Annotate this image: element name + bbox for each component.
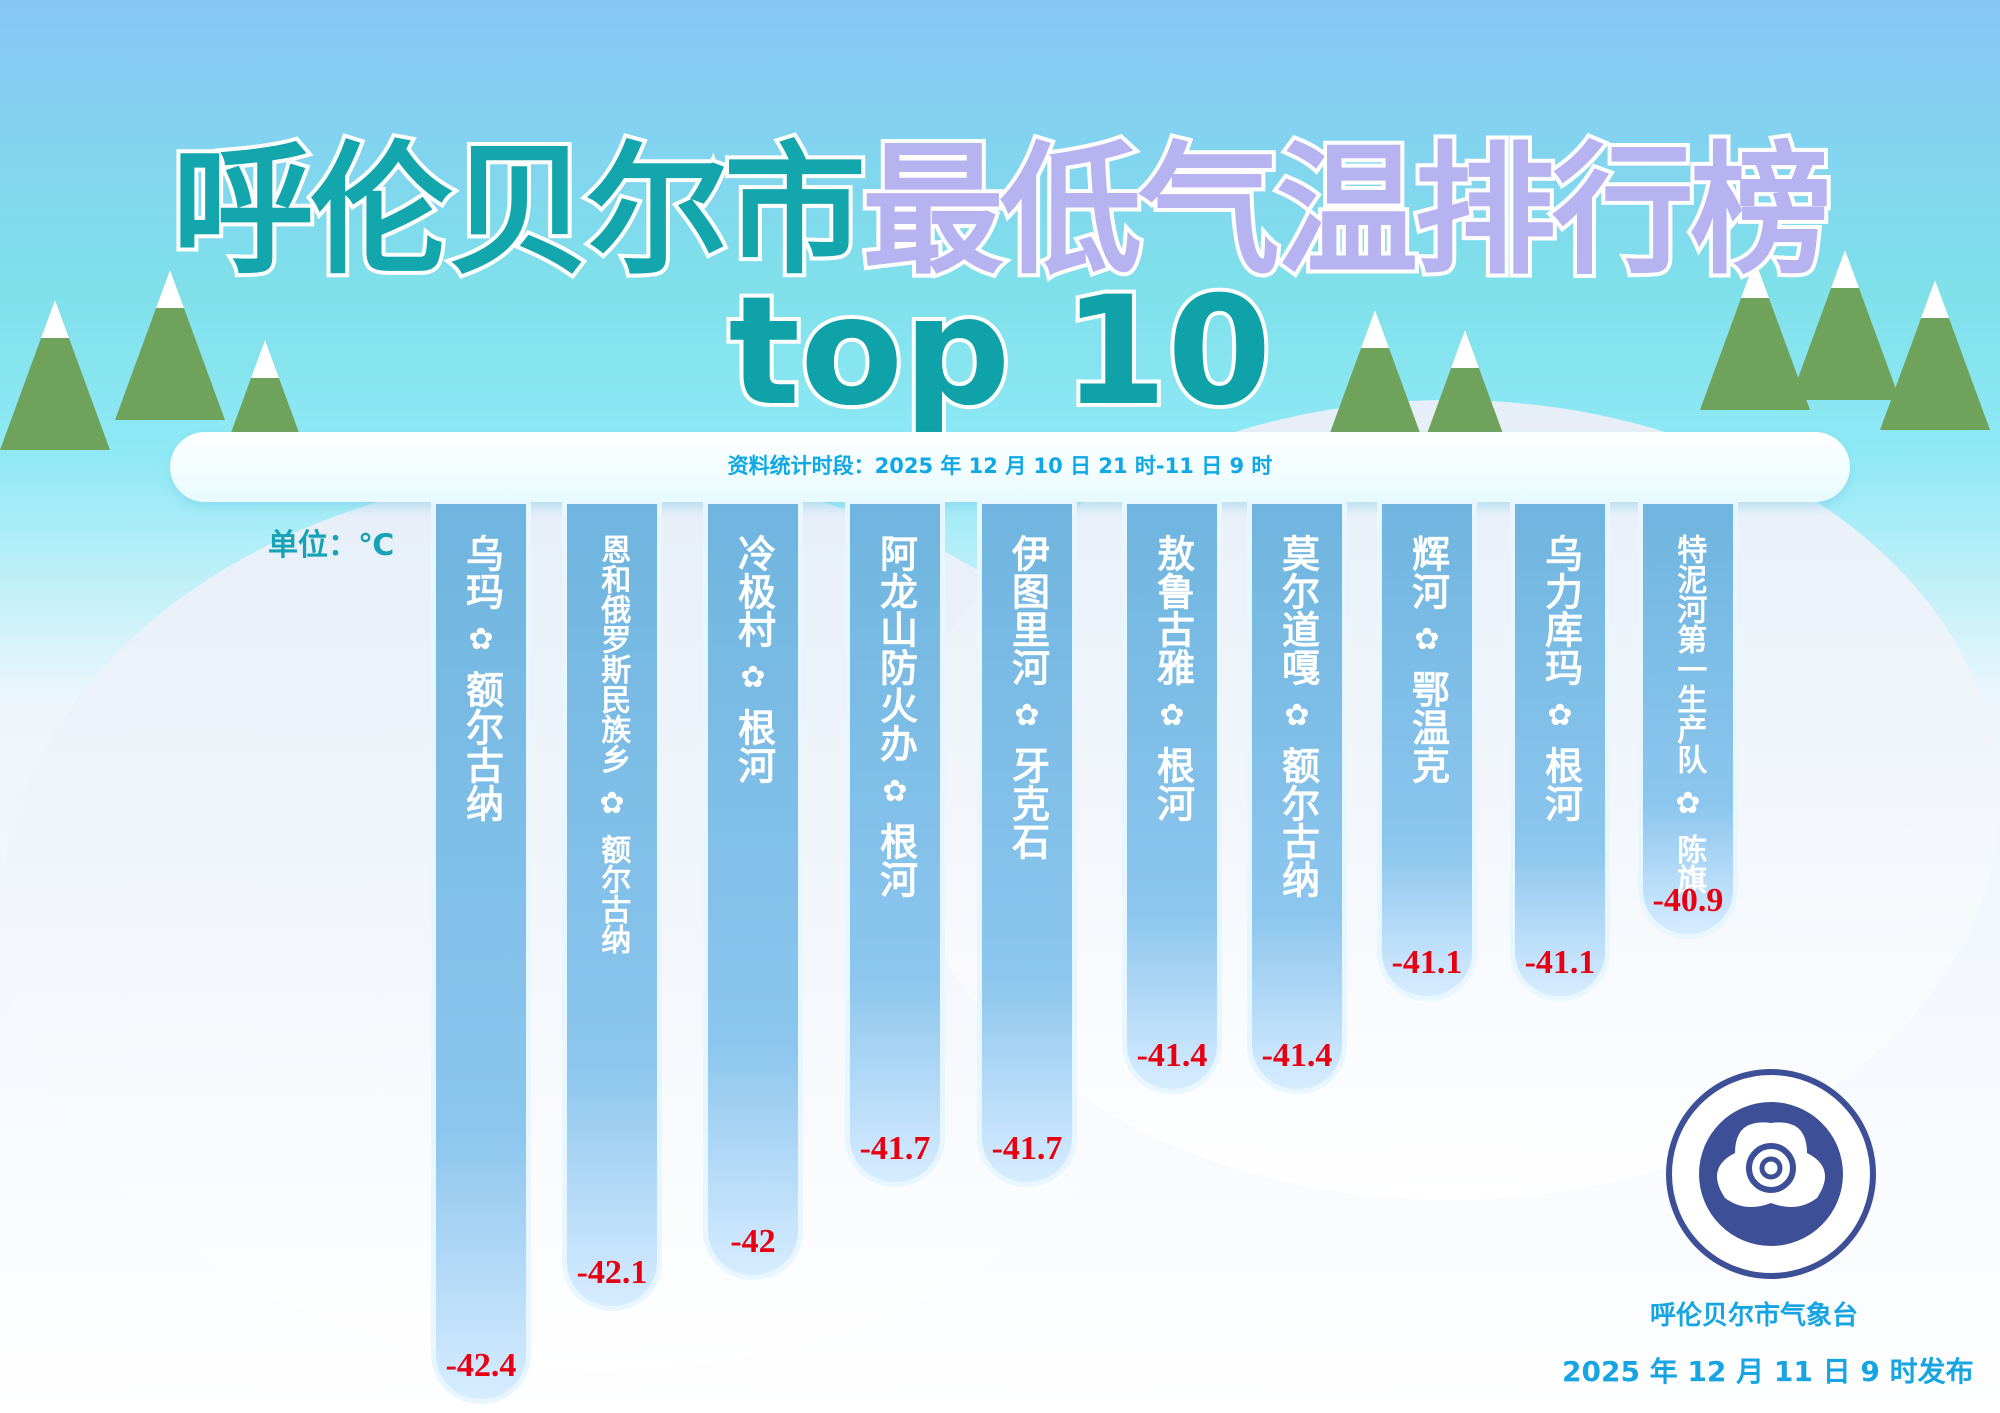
- value-label: -41.4: [1136, 1037, 1208, 1074]
- bar: 阿龙山防火办 ✿ 根河 -41.7: [850, 504, 940, 1182]
- bar-label: 伊图里河 ✿ 牙克石: [982, 534, 1072, 860]
- ice-band: [170, 432, 1850, 502]
- flower-icon: ✿: [1675, 786, 1701, 821]
- station-name: 特泥河第一生产队: [1671, 534, 1707, 774]
- page-title: 呼伦贝尔市最低气温排行榜: [0, 95, 2000, 301]
- bar: 冷极村 ✿ 根河 -42: [708, 504, 798, 1275]
- station-name: 乌力库玛: [1538, 534, 1583, 686]
- bar: 乌玛 ✿ 额尔古纳 -42.4: [436, 504, 526, 1399]
- flower-icon: ✿: [882, 774, 908, 809]
- county-name: 牙克石: [1005, 746, 1050, 861]
- bar: 敖鲁古雅 ✿ 根河 -41.4: [1127, 504, 1217, 1089]
- flower-icon: ✿: [468, 622, 494, 657]
- title-top10: top 10: [724, 261, 1275, 443]
- bar: 特泥河第一生产队 ✿ 陈旗 -40.9: [1643, 504, 1733, 934]
- county-name: 根河: [1150, 746, 1195, 823]
- bar-label: 乌力库玛 ✿ 根河: [1515, 534, 1605, 822]
- station-name: 伊图里河: [1005, 534, 1050, 686]
- value-label: -41.1: [1391, 944, 1463, 981]
- station-name: 恩和俄罗斯民族乡: [595, 534, 631, 774]
- value-label: -41.1: [1524, 944, 1596, 981]
- county-name: 根河: [873, 822, 918, 899]
- flower-icon: ✿: [1284, 698, 1310, 733]
- title-subject: 最低气温排行榜: [858, 125, 1836, 298]
- county-name: 陈旗: [1671, 834, 1707, 895]
- station-name: 敖鲁古雅: [1150, 534, 1195, 686]
- station-name: 乌玛: [459, 534, 504, 610]
- value-label: -41.7: [991, 1130, 1063, 1167]
- meteorology-logo: [1666, 1069, 1876, 1279]
- value-label: -41.4: [1261, 1037, 1333, 1074]
- value-label: -42.1: [576, 1254, 648, 1291]
- bar: 乌力库玛 ✿ 根河 -41.1: [1515, 504, 1605, 996]
- bar-label: 冷极村 ✿ 根河: [708, 534, 798, 784]
- county-name: 额尔古纳: [595, 834, 631, 955]
- publish-time: 2025 年 12 月 11 日 9 时发布: [1562, 1355, 1974, 1388]
- unit-label: 单位：℃: [268, 528, 395, 563]
- station-name: 辉河: [1405, 534, 1450, 610]
- bar-label: 阿龙山防火办 ✿ 根河: [850, 534, 940, 898]
- bar-label: 乌玛 ✿ 额尔古纳: [436, 534, 526, 822]
- station-name: 莫尔道嘎: [1275, 534, 1320, 686]
- station-name: 阿龙山防火办: [873, 534, 918, 762]
- bar-label: 恩和俄罗斯民族乡 ✿ 额尔古纳: [567, 534, 657, 954]
- bar-label: 辉河 ✿ 鄂温克: [1382, 534, 1472, 784]
- publisher-name: 呼伦贝尔市气象台: [1650, 1301, 1859, 1331]
- value-label: -40.9: [1652, 882, 1724, 919]
- flower-icon: ✿: [599, 786, 625, 821]
- bar-label: 特泥河第一生产队 ✿ 陈旗: [1643, 534, 1733, 894]
- pine-tree: [115, 270, 225, 420]
- county-name: 额尔古纳: [1275, 746, 1320, 899]
- bar: 伊图里河 ✿ 牙克石 -41.7: [982, 504, 1072, 1182]
- station-name: 冷极村: [731, 534, 776, 648]
- county-name: 根河: [1538, 746, 1583, 823]
- pine-tree: [0, 300, 110, 450]
- flower-icon: ✿: [1547, 698, 1573, 733]
- county-name: 额尔古纳: [459, 670, 504, 823]
- county-name: 根河: [731, 708, 776, 785]
- county-name: 鄂温克: [1405, 670, 1450, 785]
- flower-icon: ✿: [1159, 698, 1185, 733]
- flower-icon: ✿: [740, 660, 766, 695]
- value-label: -41.7: [859, 1130, 931, 1167]
- bar: 莫尔道嘎 ✿ 额尔古纳 -41.4: [1252, 504, 1342, 1089]
- pine-tree: [1880, 280, 1990, 430]
- bar-label: 莫尔道嘎 ✿ 额尔古纳: [1252, 534, 1342, 898]
- bar: 辉河 ✿ 鄂温克 -41.1: [1382, 504, 1472, 996]
- statistics-period: 资料统计时段：2025 年 12 月 10 日 21 时-11 日 9 时: [727, 454, 1273, 478]
- flower-icon: ✿: [1414, 622, 1440, 657]
- flower-icon: ✿: [1014, 698, 1040, 733]
- value-label: -42.4: [445, 1347, 517, 1384]
- bar-label: 敖鲁古雅 ✿ 根河: [1127, 534, 1217, 822]
- title-city: 呼伦贝尔市: [168, 125, 870, 298]
- value-label: -42: [730, 1223, 776, 1260]
- bar: 恩和俄罗斯民族乡 ✿ 额尔古纳 -42.1: [567, 504, 657, 1306]
